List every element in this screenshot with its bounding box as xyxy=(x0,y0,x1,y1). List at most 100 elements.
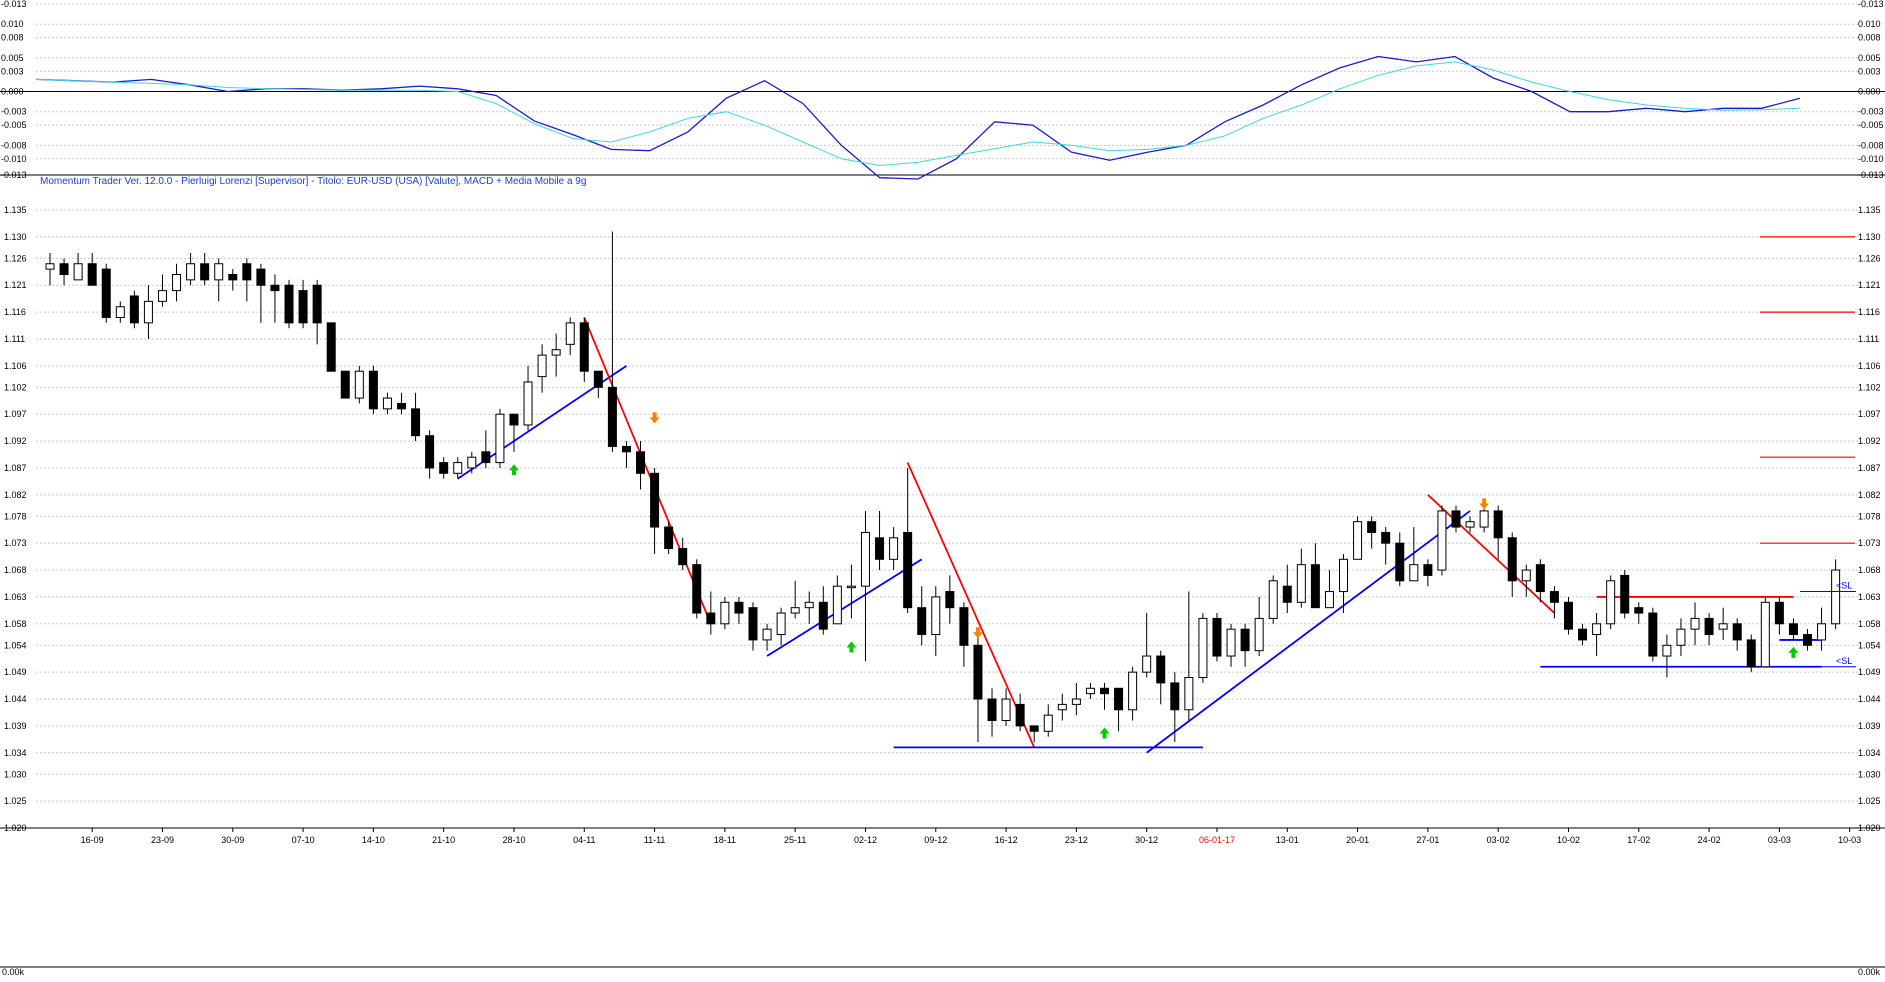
candle-body xyxy=(1029,725,1039,732)
candle-body xyxy=(340,370,350,399)
candle-body xyxy=(1114,687,1124,711)
macd-tick-label-left: -0.003 xyxy=(1,107,27,117)
macd-tick-label-right: -0.008 xyxy=(1858,140,1884,150)
candle-body xyxy=(664,526,674,550)
price-tick-label-left: 1.054 xyxy=(4,640,27,650)
x-tick-label: 30-12 xyxy=(1135,835,1158,845)
candle-body xyxy=(256,268,266,286)
price-tick-label-left: 1.116 xyxy=(4,307,26,317)
price-tick-label-left: 1.068 xyxy=(4,565,27,575)
price-tick-label-right: 1.044 xyxy=(1858,694,1881,704)
buy-arrow-shape xyxy=(1099,727,1110,739)
price-tick-label-left: 1.126 xyxy=(4,253,27,263)
candle-body xyxy=(762,628,772,641)
macd-panel: -0.013 -0.013 0.010 0.010 0.008 0.008 0.005 0.0… xyxy=(0,0,1885,180)
x-tick-label: 09-12 xyxy=(924,835,947,845)
price-tick-label-right: 1.097 xyxy=(1858,409,1881,419)
sell-arrow-shape xyxy=(972,627,983,639)
candle-body xyxy=(284,284,294,324)
candle-body xyxy=(1746,639,1756,668)
price-tick-label-right: 1.135 xyxy=(1858,205,1881,215)
price-tick-label-right: 1.087 xyxy=(1858,463,1881,473)
candle-body xyxy=(1732,623,1742,641)
sl-label: <SL xyxy=(1836,656,1852,666)
price-tick-label-left: 1.106 xyxy=(4,361,27,371)
buy-arrow-shape xyxy=(1788,646,1799,658)
macd-tick-label-right: 0.010 xyxy=(1858,19,1881,29)
candle-body xyxy=(73,263,83,281)
price-tick-label-right: 1.073 xyxy=(1858,538,1881,548)
candle-body xyxy=(1831,569,1841,625)
candle-body xyxy=(917,607,927,636)
price-tick-label-left: 1.121 xyxy=(4,280,27,290)
candle-body xyxy=(214,263,224,281)
price-tick-label-right: 1.054 xyxy=(1858,640,1881,650)
price-tick-label-left: 1.111 xyxy=(4,334,25,344)
x-tick-label: 25-11 xyxy=(784,835,806,845)
x-tick-label: 13-01 xyxy=(1276,835,1299,845)
buy-arrow-shape xyxy=(508,464,519,476)
price-tick-label-left: 1.087 xyxy=(4,463,27,473)
price-tick-label-left: 1.097 xyxy=(4,409,27,419)
x-tick-label: 03-02 xyxy=(1487,835,1510,845)
macd-line xyxy=(35,55,1801,180)
candle-body xyxy=(186,263,196,281)
candle-body xyxy=(411,408,421,437)
candle-body xyxy=(1718,623,1728,630)
macd-tick-label-left: -0.008 xyxy=(1,140,27,150)
candle-body xyxy=(1704,617,1714,636)
candle-body xyxy=(509,413,519,426)
candle-body xyxy=(312,284,322,324)
candle-body xyxy=(87,263,97,286)
price-tick-label-right: 1.092 xyxy=(1858,436,1881,446)
candle-body xyxy=(804,601,814,609)
macd-tick-label-left: 0.008 xyxy=(1,33,24,43)
x-tick-label: 04-11 xyxy=(573,835,595,845)
candle-body xyxy=(1353,521,1363,560)
candle-body xyxy=(368,370,378,410)
price-tick-label-right: 1.068 xyxy=(1858,565,1881,575)
price-tick-label-left: 1.058 xyxy=(4,619,27,629)
x-tick-label: 21-10 xyxy=(432,835,455,845)
price-tick-label-right: 1.078 xyxy=(1858,511,1881,521)
candle-body xyxy=(1240,628,1250,652)
candle-body xyxy=(692,564,702,614)
candle-body xyxy=(1479,510,1489,528)
price-tick-label-right: 1.082 xyxy=(1858,490,1881,500)
candle-body xyxy=(115,306,125,318)
candle-body xyxy=(621,445,631,453)
price-tick-label-left: 1.135 xyxy=(4,205,27,215)
candle-body xyxy=(1592,623,1602,636)
x-tick-label: 23-09 xyxy=(151,835,174,845)
price-tick-label-right: 1.039 xyxy=(1858,721,1881,731)
price-tick-label-right: 1.025 xyxy=(1858,796,1881,806)
candle-body xyxy=(748,607,758,641)
candle-body xyxy=(157,290,167,302)
candle-body xyxy=(439,462,449,474)
candle-body xyxy=(1774,601,1784,625)
sell-arrow-shape xyxy=(1479,498,1490,510)
candle-body xyxy=(1507,537,1517,582)
macd-tick-label-right: -0.003 xyxy=(1858,107,1884,117)
candle-body xyxy=(832,585,842,625)
candle-body xyxy=(1606,580,1616,625)
candle-body xyxy=(636,451,646,474)
candle-body xyxy=(523,381,533,426)
candle-body xyxy=(1057,703,1067,711)
candle-body xyxy=(860,531,870,587)
x-tick-label: 20-01 xyxy=(1346,835,1369,845)
macd-tick-label-right: -0.005 xyxy=(1858,120,1884,130)
candle-body xyxy=(1071,698,1081,705)
candle-body xyxy=(790,607,800,614)
volume-label-right: 0.00k xyxy=(1858,967,1881,977)
candle-body xyxy=(706,612,716,625)
macd-tick-label-left: -0.013 xyxy=(1,0,27,9)
candle-body xyxy=(1367,521,1377,533)
price-tick-label-left: 1.073 xyxy=(4,538,27,548)
candle-body xyxy=(579,322,589,372)
candle-body xyxy=(1409,564,1419,582)
orange-down-arrow-icon xyxy=(972,627,983,639)
macd-tick-label-left: -0.010 xyxy=(1,154,27,164)
candle-body xyxy=(889,537,899,560)
